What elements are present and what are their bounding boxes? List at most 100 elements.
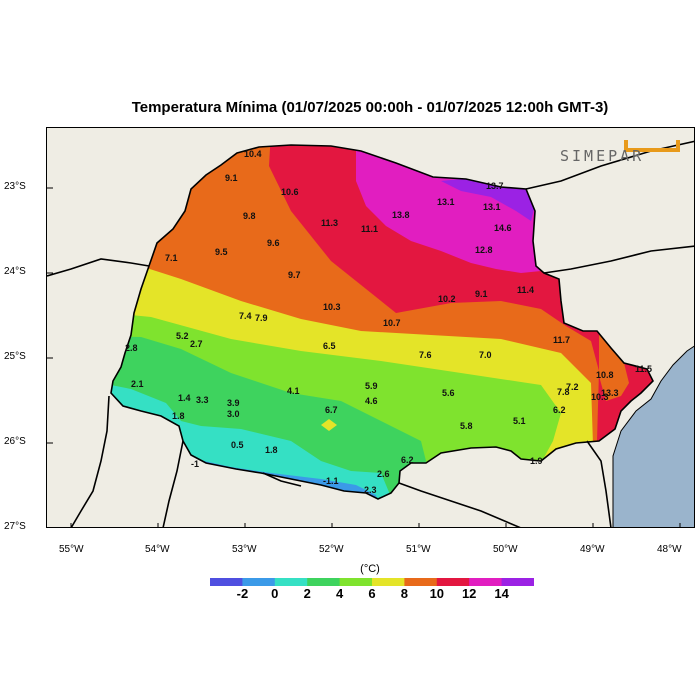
colorbar-segment: [274, 578, 308, 586]
station-value: 10.4: [244, 149, 262, 159]
station-labels: 10.4 9.1 10.6 13.7 13.1 13.1 9.8 11.3 13…: [125, 149, 652, 495]
station-value: 5.9: [365, 381, 378, 391]
station-value: -1: [191, 459, 199, 469]
colorbar-label: 10: [429, 586, 445, 601]
simepar-logo: SIMEPAR: [560, 138, 682, 166]
station-value: 7.0: [479, 350, 492, 360]
lon-label: 50°W: [493, 544, 518, 555]
station-value: 9.7: [288, 270, 301, 280]
station-value: 10.3: [591, 392, 609, 402]
lon-label: 53°W: [232, 544, 257, 555]
station-value: 11.4: [517, 285, 534, 295]
station-value: 9.5: [215, 247, 228, 257]
colorbar-segment: [210, 578, 243, 586]
station-value: 10.7: [383, 318, 401, 328]
station-value: 4.1: [287, 386, 300, 396]
colorbar-segment: [242, 578, 276, 586]
colorbar-label: 2: [303, 586, 311, 601]
colorbar-label: 14: [494, 586, 509, 601]
lat-label: 26°S: [4, 436, 26, 447]
station-value: 7.6: [419, 350, 432, 360]
lat-label: 23°S: [4, 181, 26, 192]
station-value: 10.3: [323, 302, 341, 312]
station-value: 7.9: [255, 313, 268, 323]
lon-label: 54°W: [145, 544, 170, 555]
station-value: -1.1: [323, 476, 339, 486]
map-frame: 10.4 9.1 10.6 13.7 13.1 13.1 9.8 11.3 13…: [46, 127, 695, 528]
station-value: 7.2: [566, 382, 579, 392]
station-value: 13.1: [483, 202, 501, 212]
station-value: 7.4: [239, 311, 252, 321]
station-value: 5.6: [442, 388, 455, 398]
lat-label: 24°S: [4, 266, 26, 277]
station-value: 3.3: [196, 395, 209, 405]
station-value: 13.7: [486, 181, 504, 191]
station-value: 10.2: [438, 294, 456, 304]
colorbar: [210, 578, 534, 586]
colorbar-segment: [404, 578, 438, 586]
colorbar-label: 6: [368, 586, 376, 601]
station-value: 11.3: [321, 218, 338, 228]
station-value: 5.1: [513, 416, 526, 426]
station-value: 1.8: [265, 445, 278, 455]
station-value: 13.3: [601, 388, 619, 398]
colorbar-label: 12: [461, 586, 477, 601]
station-value: 2.6: [377, 469, 390, 479]
station-value: 1.4: [178, 393, 191, 403]
station-value: 13.1: [437, 197, 455, 207]
station-value: 13.8: [392, 210, 410, 220]
station-value: 11.5: [635, 364, 652, 374]
colorbar-segment: [469, 578, 503, 586]
station-value: 14.6: [494, 223, 512, 233]
temperature-map: 10.4 9.1 10.6 13.7 13.1 13.1 9.8 11.3 13…: [47, 140, 694, 527]
station-value: 3.9: [227, 398, 240, 408]
station-value: 7.8: [557, 387, 570, 397]
station-value: 6.5: [323, 341, 336, 351]
colorbar-label: -2: [236, 586, 249, 601]
colorbar-segment: [501, 578, 534, 586]
colorbar-segment: [436, 578, 470, 586]
station-value: 9.6: [267, 238, 280, 248]
lon-label: 48°W: [657, 544, 682, 555]
station-value: 9.8: [243, 211, 256, 221]
station-value: 9.1: [225, 173, 238, 183]
station-value: 10.8: [596, 370, 614, 380]
colorbar-segment: [307, 578, 341, 586]
station-value: 1.9: [530, 456, 543, 466]
lon-label: 55°W: [59, 544, 84, 555]
colorbar-label: 8: [400, 586, 408, 601]
colorbar-label: 4: [335, 586, 344, 601]
frame-ticks: [47, 187, 681, 527]
colorbar-segment: [372, 578, 405, 586]
station-value: 6.7: [325, 405, 338, 415]
logo-text: SIMEPAR: [560, 147, 645, 165]
station-value: 7.1: [165, 253, 178, 263]
station-value: 5.8: [460, 421, 473, 431]
station-value: 2.3: [364, 485, 377, 495]
colorbar-label: 0: [271, 586, 279, 601]
station-value: 2.8: [125, 343, 138, 353]
map-title: Temperatura Mínima (01/07/2025 00:00h - …: [131, 99, 609, 116]
station-value: 4.6: [365, 396, 378, 406]
lat-label: 27°S: [4, 521, 26, 532]
logo-mark-icon: [624, 140, 680, 152]
station-value: 2.1: [131, 379, 144, 389]
ocean: [612, 345, 694, 527]
station-value: 11.7: [553, 335, 570, 345]
colorbar-segment: [339, 578, 373, 586]
lon-label: 49°W: [580, 544, 605, 555]
station-value: 10.6: [281, 187, 299, 197]
station-value: 11.1: [361, 224, 378, 234]
station-value: 3.0: [227, 409, 240, 419]
country-borders: [47, 140, 694, 527]
station-value: 1.8: [172, 411, 185, 421]
station-value: 6.2: [401, 455, 414, 465]
station-value: 9.1: [475, 289, 488, 299]
station-value: 2.7: [190, 339, 203, 349]
lat-label: 25°S: [4, 351, 26, 362]
station-value: 5.2: [176, 331, 189, 341]
lon-label: 51°W: [406, 544, 431, 555]
lon-label: 52°W: [319, 544, 344, 555]
station-value: 6.2: [553, 405, 566, 415]
station-value: 12.8: [475, 245, 493, 255]
